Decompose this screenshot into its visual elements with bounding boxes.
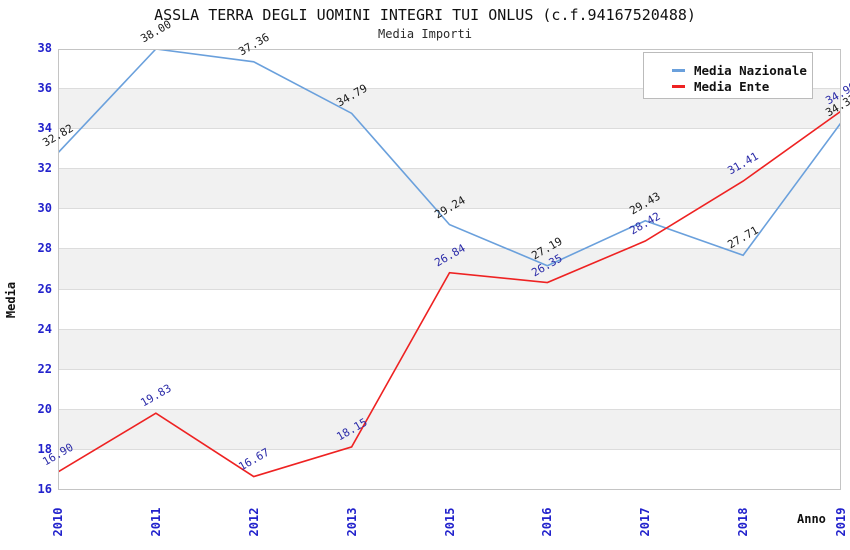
legend-line-swatch <box>672 85 685 88</box>
plot-area <box>58 49 841 490</box>
gridline <box>58 248 841 250</box>
gridline <box>58 168 841 170</box>
series-line-media-ente <box>58 110 841 478</box>
legend-label: Media Ente <box>694 79 770 94</box>
gridline <box>58 88 841 90</box>
y-tick-label: 18 <box>37 441 52 456</box>
chart-title: ASSLA TERRA DEGLI UOMINI INTEGRI TUI ONL… <box>154 6 696 24</box>
x-tick-label: 2015 <box>442 507 457 537</box>
y-tick-label: 36 <box>37 81 52 96</box>
x-tick-label: 2010 <box>51 507 65 537</box>
legend-item-media-nazionale: Media Nazionale <box>672 63 812 78</box>
gridline <box>58 448 841 450</box>
x-tick-label: 2016 <box>540 507 555 537</box>
x-tick-label: 2012 <box>246 507 261 537</box>
y-tick-label: 20 <box>37 401 52 416</box>
series-lines <box>58 49 841 478</box>
y-tick-label: 38 <box>37 41 52 55</box>
y-tick-label: 34 <box>37 121 52 136</box>
plot-band <box>58 329 841 370</box>
y-tick-label: 24 <box>37 321 52 336</box>
y-tick-label: 26 <box>37 281 52 296</box>
x-tick-label: 2019 <box>834 507 848 537</box>
x-tick-label: 2013 <box>344 507 359 537</box>
x-tick-label: 2018 <box>736 507 751 537</box>
plot-band <box>58 249 841 290</box>
gridline <box>58 368 841 370</box>
y-tick-label: 32 <box>37 161 52 176</box>
y-tick-label: 16 <box>37 482 52 496</box>
x-tick-label: 2017 <box>638 507 653 537</box>
chart-subtitle: Media Importi <box>378 27 472 41</box>
y-tick-label: 28 <box>37 241 52 256</box>
plot-band <box>58 169 841 210</box>
x-axis-title: Anno <box>797 512 826 526</box>
gridline <box>58 408 841 410</box>
gridline <box>58 128 841 130</box>
gridline <box>58 208 841 210</box>
gridline <box>58 288 841 290</box>
legend-label: Media Nazionale <box>694 63 807 78</box>
y-tick-label: 30 <box>37 201 52 216</box>
x-tick-label: 2011 <box>148 507 163 537</box>
y-tick-label: 22 <box>37 361 52 376</box>
series-line-media-nazionale <box>58 49 841 267</box>
plot-band <box>58 409 841 450</box>
gridline <box>58 328 841 330</box>
legend-line-swatch <box>672 69 685 72</box>
legend-item-media-ente: Media Ente <box>672 79 812 94</box>
legend-box: Media Nazionale Media Ente <box>643 52 813 99</box>
